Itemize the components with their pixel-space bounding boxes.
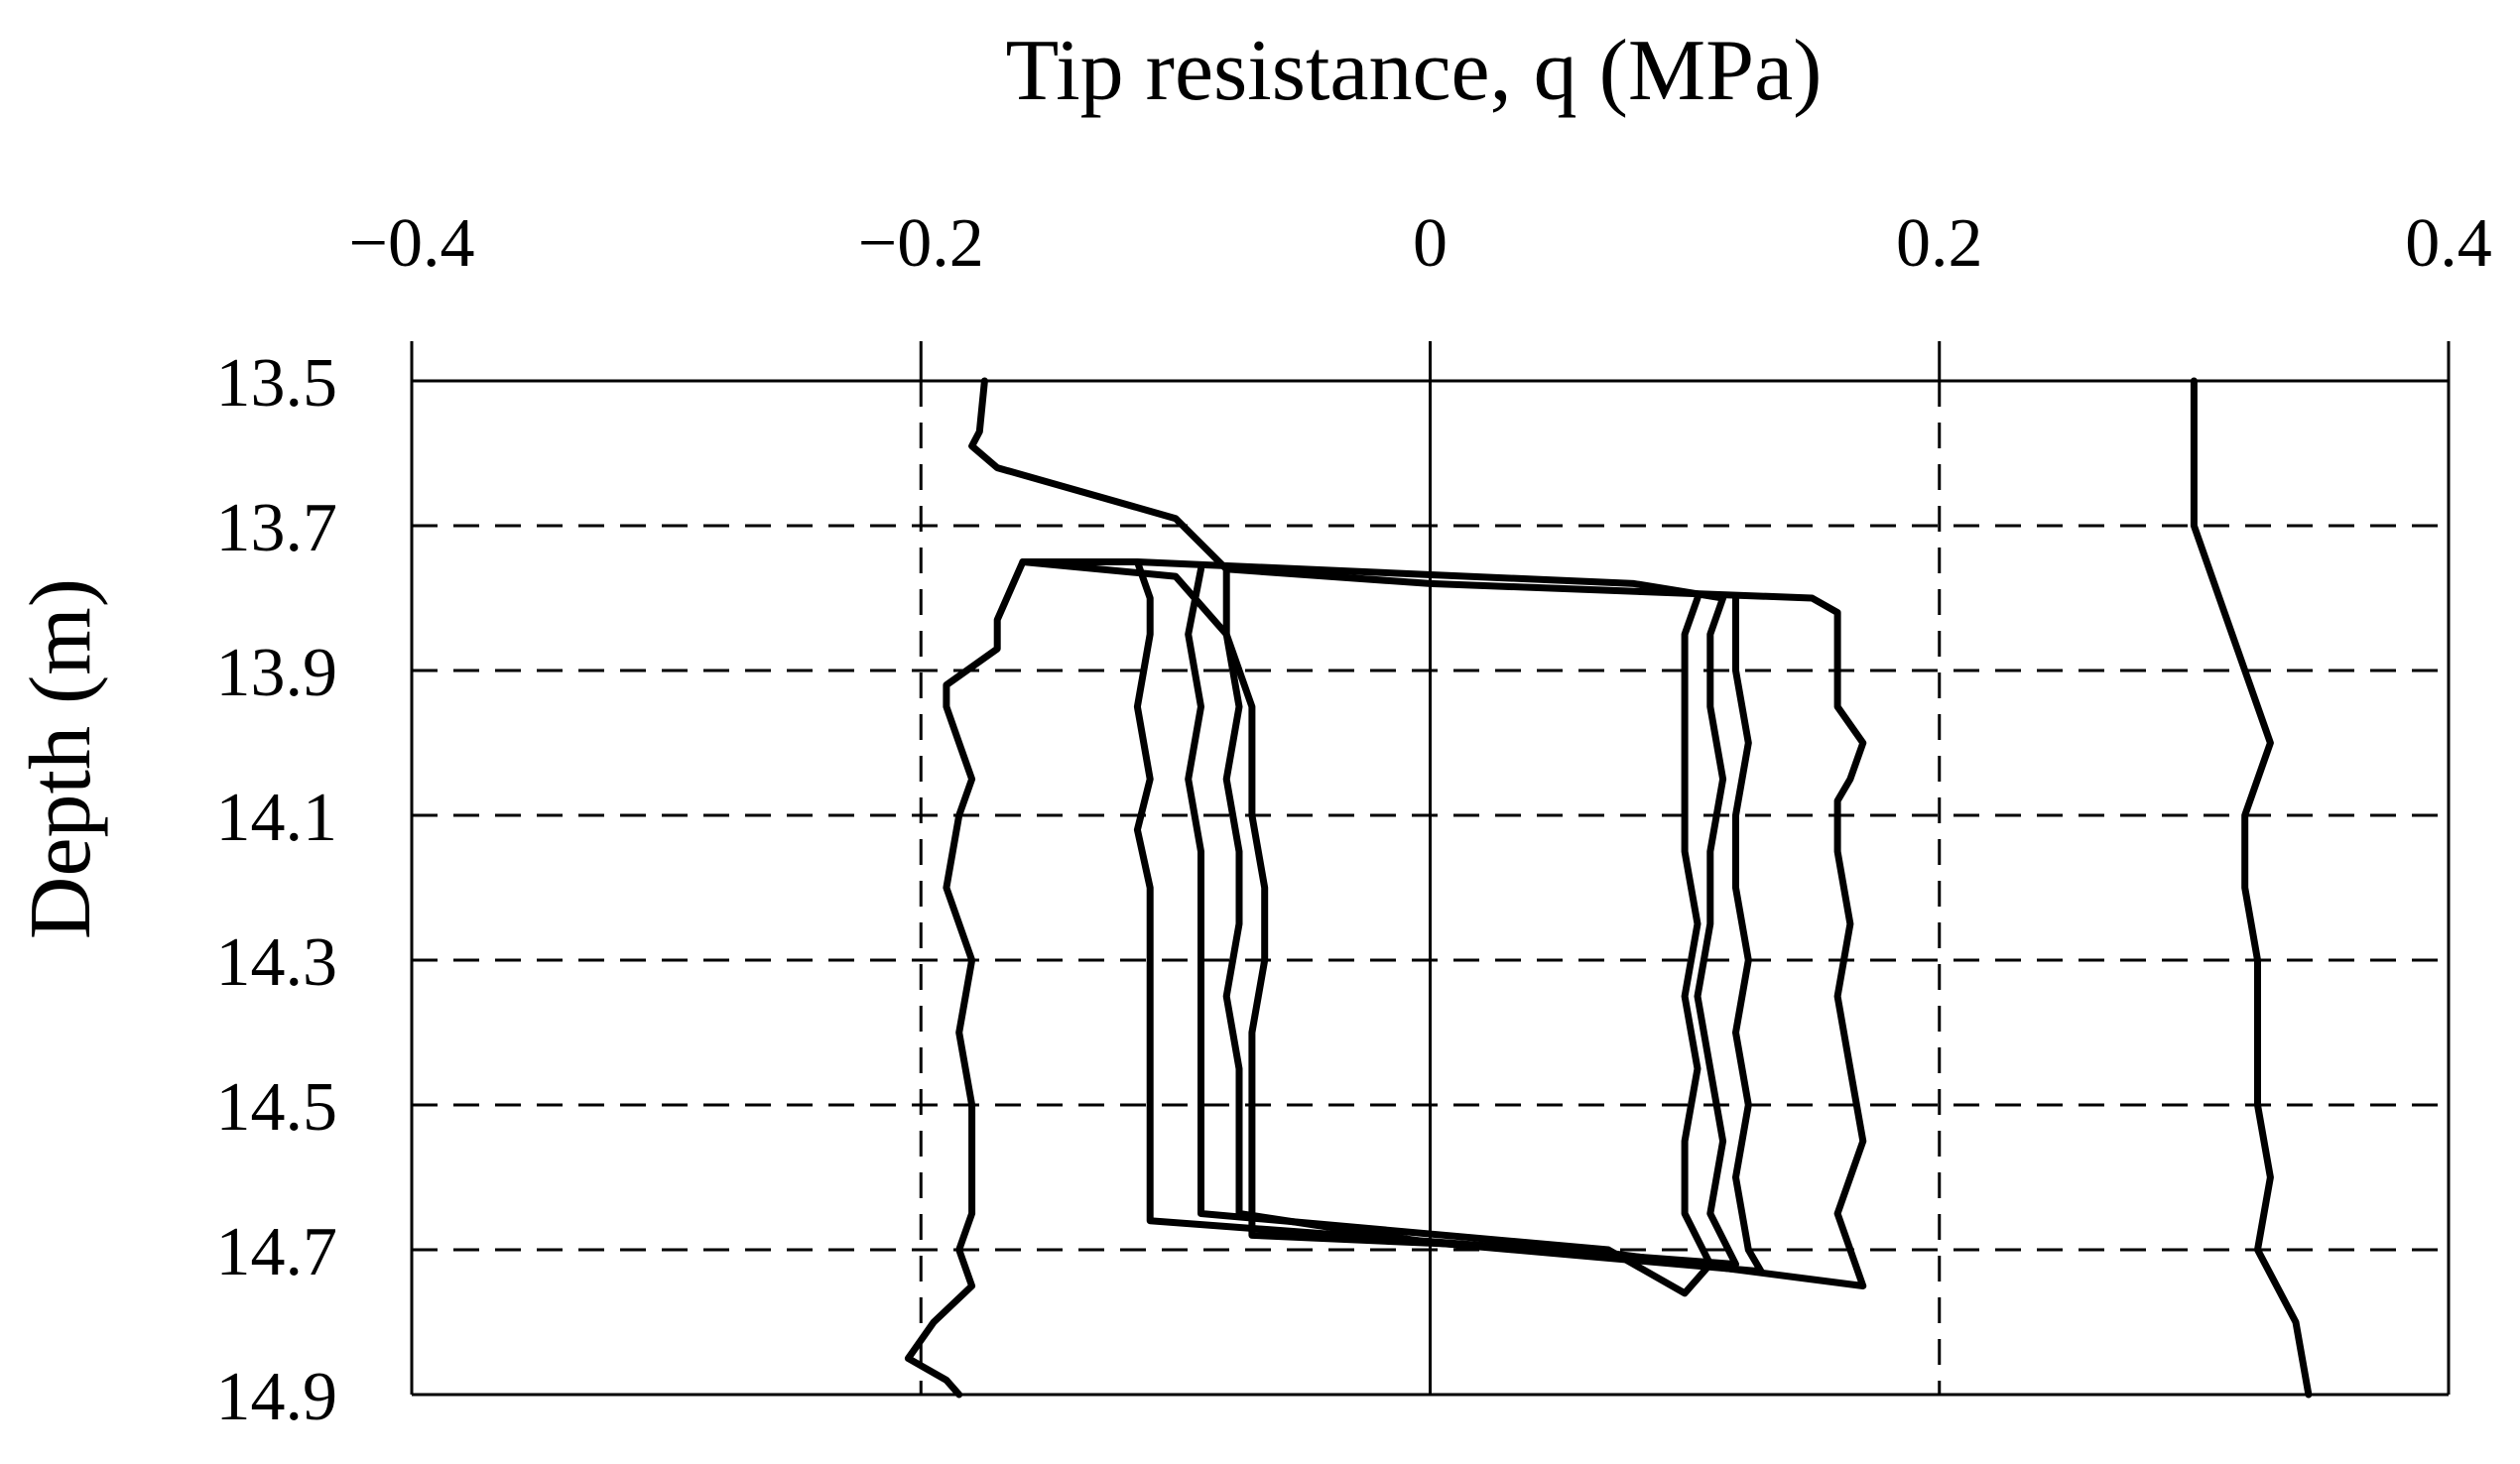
series-line-5 bbox=[1222, 565, 1765, 1276]
x-tick-label: −0.2 bbox=[858, 205, 984, 282]
y-tick-label: 13.5 bbox=[216, 345, 338, 422]
series-group bbox=[904, 377, 2313, 1399]
y-axis-title: Depth (m) bbox=[13, 578, 109, 939]
series-line-6 bbox=[2190, 377, 2313, 1399]
x-tick-label: 0.2 bbox=[1896, 205, 1983, 282]
ticks: −0.4 −0.2 0 0.2 0.4 13.5 13.7 13.9 14.1 14.3 14.5 1… bbox=[216, 205, 2492, 1435]
y-tick-label: 14.5 bbox=[216, 1069, 338, 1146]
y-tick-label: 14.9 bbox=[216, 1359, 338, 1435]
y-tick-label: 14.7 bbox=[216, 1214, 338, 1290]
series-line-2 bbox=[904, 558, 1027, 1399]
y-tick-label: 14.1 bbox=[216, 780, 338, 856]
series-line-4 bbox=[1185, 565, 1714, 1297]
x-tick-label: 0 bbox=[1413, 205, 1448, 282]
y-tick-label: 13.7 bbox=[216, 490, 338, 566]
x-axis-title: Tip resistance, q (MPa) bbox=[1006, 23, 1823, 119]
grid bbox=[412, 381, 2449, 1395]
x-tick-label: −0.4 bbox=[349, 205, 475, 282]
series-line-1 bbox=[968, 377, 1867, 1289]
y-tick-label: 13.9 bbox=[216, 635, 338, 711]
x-tick-label: 0.4 bbox=[2405, 205, 2492, 282]
y-tick-label: 14.3 bbox=[216, 924, 338, 1001]
series-line-3 bbox=[1019, 558, 1739, 1269]
